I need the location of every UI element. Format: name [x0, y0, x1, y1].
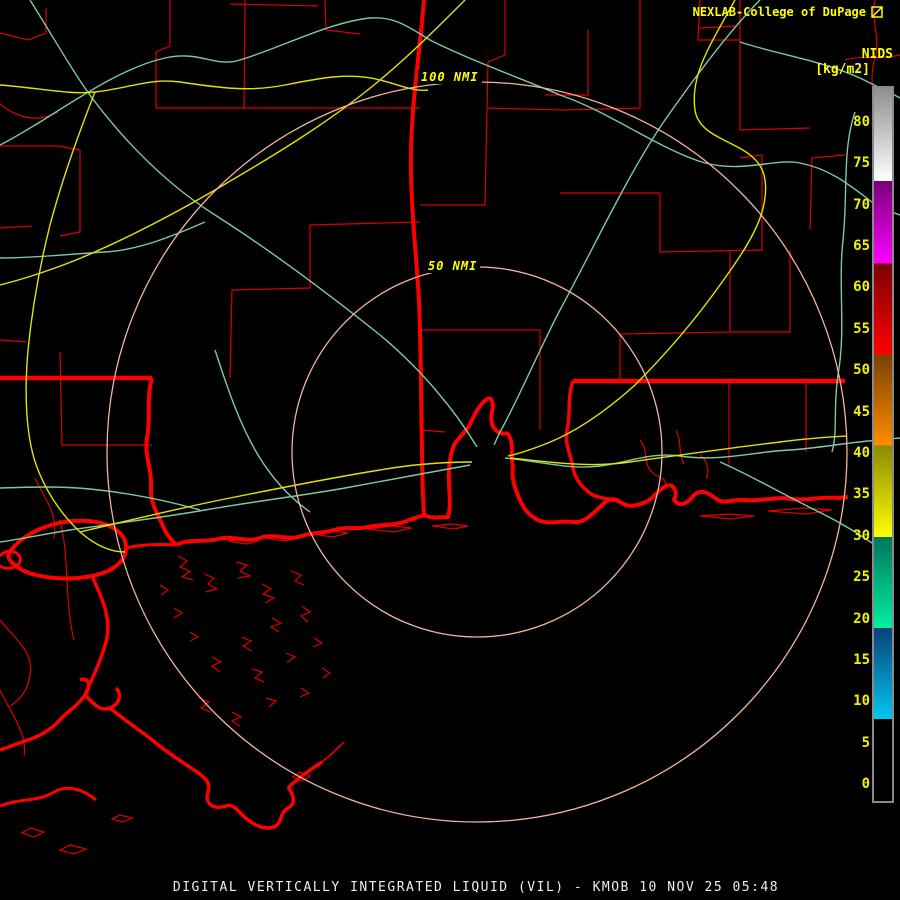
delta-tail	[321, 741, 345, 763]
colorbar-tick-label: 0	[861, 776, 870, 793]
state-borders	[0, 0, 845, 547]
colorbar-tick-label: 15	[853, 651, 870, 668]
colorbar-tick-label: 30	[853, 527, 870, 544]
brand: NEXLAB-College of DuPage	[693, 5, 884, 19]
colorbar-tick-label: 25	[853, 569, 870, 586]
border-perdido-river	[564, 380, 621, 504]
neworleans-shore	[83, 575, 110, 696]
colorbar-tick-label: 45	[853, 403, 870, 420]
range-ring-100-label: 100 NMI	[418, 70, 482, 84]
border-pearl-river	[144, 377, 178, 547]
colorbar-tick-label: 10	[853, 693, 870, 710]
colorbar-tick-label: 60	[853, 279, 870, 296]
product-code-label: NIDS	[861, 47, 893, 62]
gulf-coast-mobile-bay	[175, 396, 849, 547]
units-label: [kg/m2]	[815, 62, 870, 77]
colorbar-tick-label: 65	[853, 237, 870, 254]
colorbar-tick-label: 20	[853, 610, 870, 627]
colorbar-tick-label: 55	[853, 320, 870, 337]
box-slash-icon	[871, 6, 883, 18]
colorbar-tick-label: 75	[853, 155, 870, 172]
product-title: DIGITAL VERTICALLY INTEGRATED LIQUID (VI…	[172, 880, 780, 895]
border-ms-al	[408, 0, 426, 516]
ms-river-delta	[0, 677, 323, 830]
colorbar-tick-label: 50	[853, 362, 870, 379]
colorbar-tick-label: 35	[853, 486, 870, 503]
colorbar-tick-label: 5	[861, 734, 870, 751]
barataria-shore	[0, 786, 97, 808]
range-ring-50-label: 50 NMI	[425, 259, 481, 273]
colorbar-tick-label: 40	[853, 444, 870, 461]
lake-west-lobe	[0, 549, 22, 570]
lake-pontchartrain	[6, 518, 129, 581]
brand-text: NEXLAB-College of DuPage	[692, 5, 866, 19]
colorbar-tick-label: 70	[853, 196, 870, 213]
colorbar-tick-label: 80	[853, 113, 870, 130]
roads-yellow	[0, 0, 848, 553]
rigolets-shore	[125, 542, 177, 550]
colorbar	[872, 86, 894, 803]
coastline	[0, 396, 849, 830]
county-lines	[0, 0, 900, 855]
